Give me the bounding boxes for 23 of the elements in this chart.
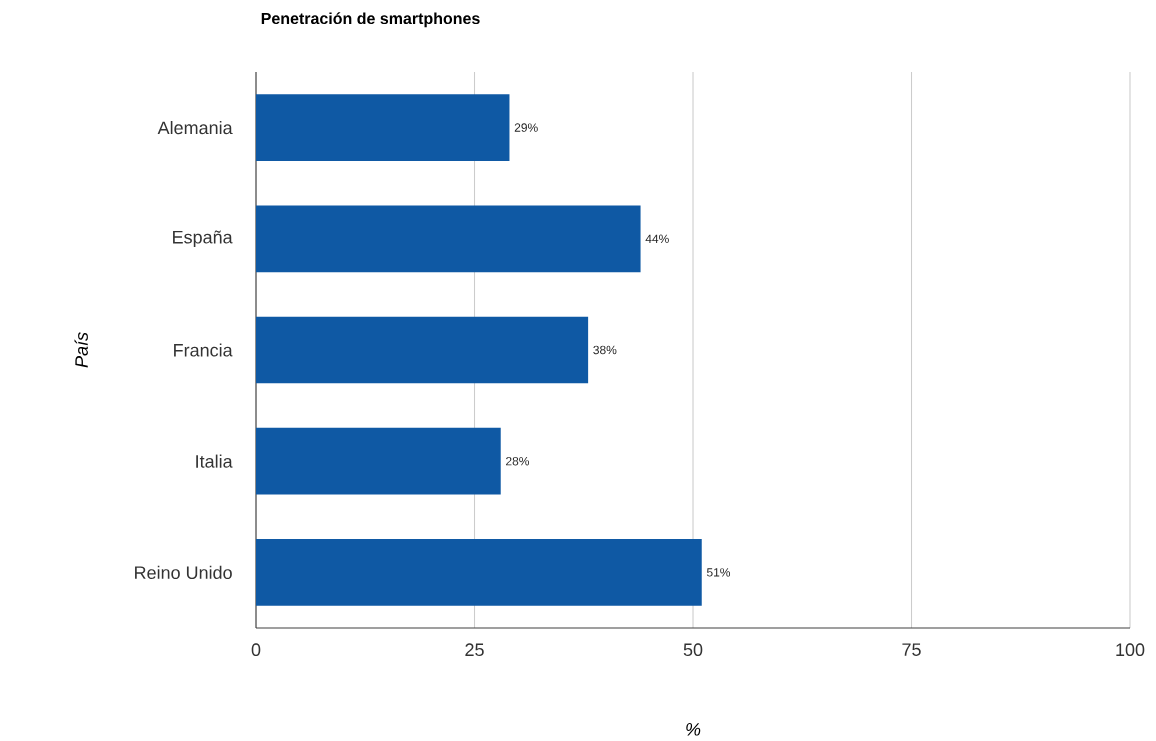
x-tick-label: 0 bbox=[251, 643, 261, 657]
data-label: 28% bbox=[506, 456, 530, 466]
bar bbox=[256, 205, 641, 273]
bar bbox=[256, 94, 510, 161]
bar bbox=[256, 539, 702, 606]
y-axis-title: País bbox=[74, 332, 88, 368]
data-label: 29% bbox=[514, 123, 538, 132]
x-tick-label: 50 bbox=[683, 643, 703, 657]
bar bbox=[256, 316, 589, 384]
x-tick-label: 25 bbox=[465, 643, 484, 657]
y-tick-label: España bbox=[173, 230, 233, 248]
y-tick-label: Italia bbox=[196, 454, 233, 468]
x-axis-title: % bbox=[686, 723, 701, 736]
x-tick-label: 100 bbox=[1116, 643, 1145, 657]
chart-title: Penetración de smartphones bbox=[261, 12, 480, 28]
data-label: 44% bbox=[645, 234, 669, 243]
data-label: 51% bbox=[706, 568, 731, 577]
y-tick-label: Francia bbox=[174, 343, 233, 357]
data-label: 38% bbox=[593, 345, 617, 355]
y-tick-label: Reino Unido bbox=[135, 565, 232, 579]
y-tick-label: Alemania bbox=[157, 120, 233, 135]
bar bbox=[256, 427, 501, 495]
x-tick-label: 75 bbox=[902, 643, 921, 656]
